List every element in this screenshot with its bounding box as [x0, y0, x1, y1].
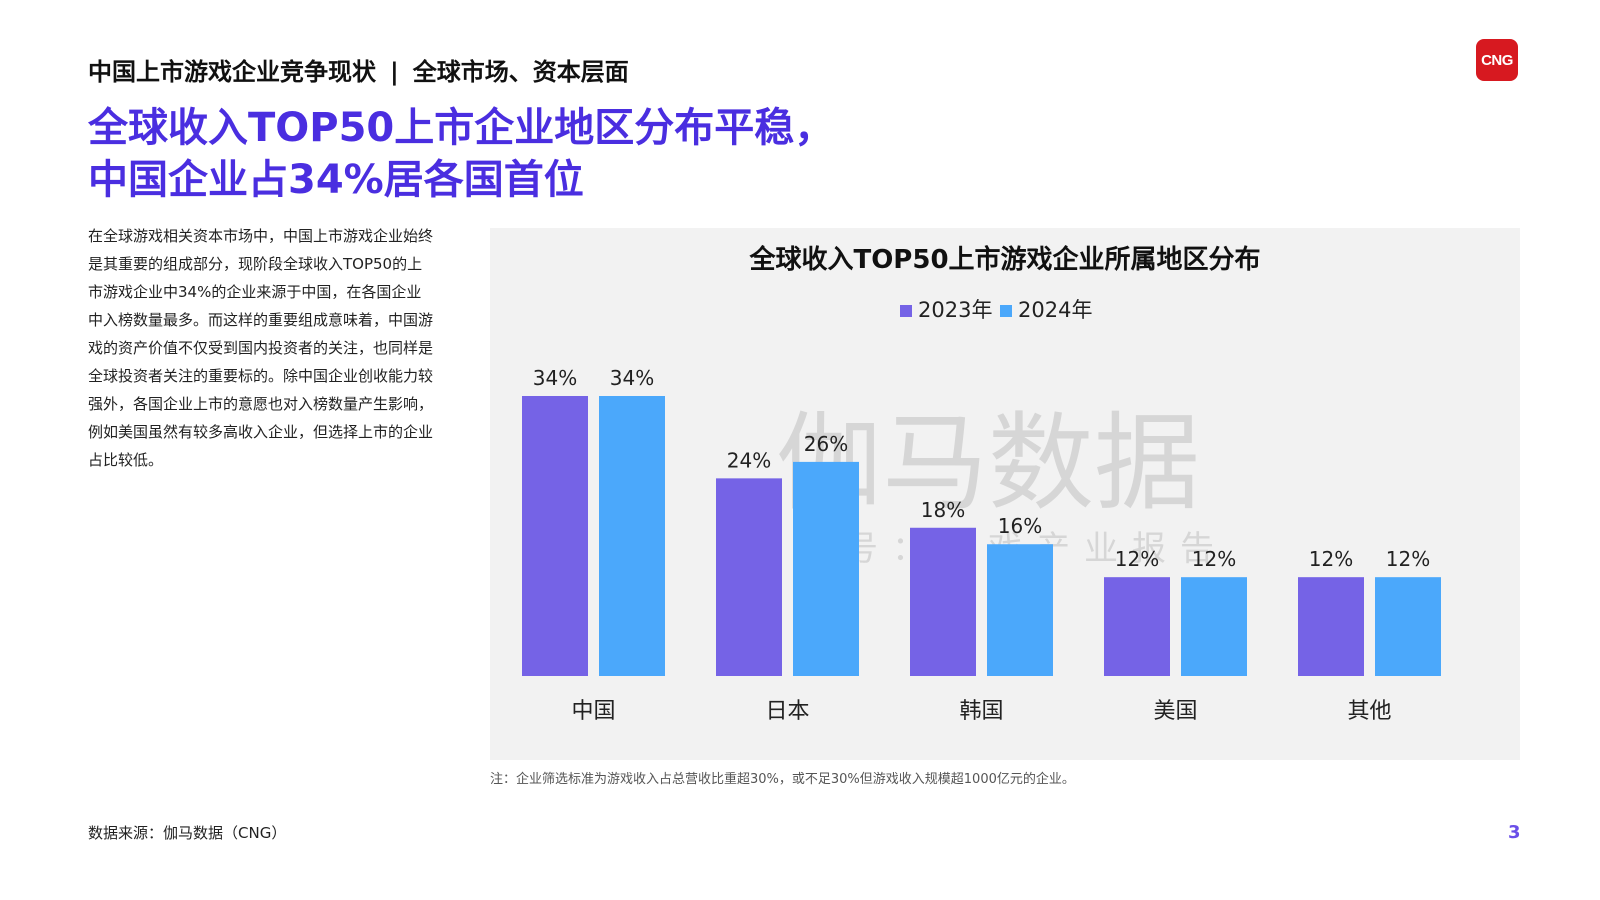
chart-note: 注：企业筛选标准为游戏收入占总营收比重超30%，或不足30%但游戏收入规模超10…: [490, 772, 1075, 787]
data-label-中国-2023年: 34%: [533, 366, 577, 390]
headline: 全球收入TOP50上市企业地区分布平稳， 中国企业占34%居各国首位: [88, 102, 834, 206]
bar-韩国-2024年: [987, 544, 1053, 676]
data-label-日本-2023年: 24%: [727, 448, 771, 472]
section-header: 中国上市游戏企业竞争现状 | 全球市场、资本层面: [88, 52, 629, 87]
data-label-美国-2024年: 12%: [1192, 547, 1236, 571]
section-header-right: 全球市场、资本层面: [412, 58, 629, 86]
cng-logo: CNG: [1476, 39, 1518, 81]
x-tick-其他: 其他: [1347, 699, 1391, 724]
data-label-其他-2023年: 12%: [1309, 547, 1353, 571]
bar-中国-2023年: [522, 396, 588, 676]
data-label-韩国-2023年: 18%: [921, 498, 965, 522]
data-label-美国-2023年: 12%: [1115, 547, 1159, 571]
page-number: 3: [1508, 822, 1521, 843]
body-paragraph: 在全球游戏相关资本市场中，中国上市游戏企业始终是其重要的组成部分，现阶段全球收入…: [88, 227, 434, 469]
bar-中国-2024年: [599, 396, 665, 676]
x-tick-日本: 日本: [765, 699, 809, 724]
x-axis-ticks: 中国 日本 韩国 美国 其他: [571, 699, 1391, 724]
x-tick-美国: 美国: [1153, 699, 1197, 724]
bar-其他-2023年: [1298, 577, 1364, 676]
data-label-日本-2024年: 26%: [804, 432, 848, 456]
chart-bars: 34% 34% 24% 26% 18% 16% 12% 12% 12% 12%: [522, 366, 1441, 676]
legend-label-2023年: 2023年: [918, 298, 992, 322]
header-separator: |: [390, 58, 399, 86]
data-label-其他-2024年: 12%: [1386, 547, 1430, 571]
headline-line-1: 全球收入TOP50上市企业地区分布平稳，: [88, 105, 835, 151]
headline-line-2: 中国企业占34%居各国首位: [88, 157, 584, 203]
data-label-中国-2024年: 34%: [610, 366, 654, 390]
legend-label-2024年: 2024年: [1018, 298, 1092, 322]
bar-日本-2024年: [793, 461, 859, 676]
section-header-left: 中国上市游戏企业竞争现状: [88, 58, 376, 86]
bar-美国-2024年: [1181, 577, 1247, 676]
x-tick-中国: 中国: [571, 699, 615, 724]
legend-swatch-2024年: [1000, 305, 1012, 317]
chart-title: 全球收入TOP50上市游戏企业所属地区分布: [748, 244, 1260, 275]
bar-其他-2024年: [1375, 577, 1441, 676]
logo-text: CNG: [1481, 51, 1513, 69]
bar-韩国-2023年: [910, 527, 976, 676]
bar-美国-2023年: [1104, 577, 1170, 676]
x-tick-韩国: 韩国: [959, 699, 1003, 724]
legend-swatch-2023年: [900, 305, 912, 317]
bar-日本-2023年: [716, 478, 782, 676]
data-label-韩国-2024年: 16%: [998, 514, 1042, 538]
data-source: 数据来源：伽马数据（CNG）: [88, 824, 287, 842]
chart-legend: 2023年 2024年: [900, 298, 1092, 322]
